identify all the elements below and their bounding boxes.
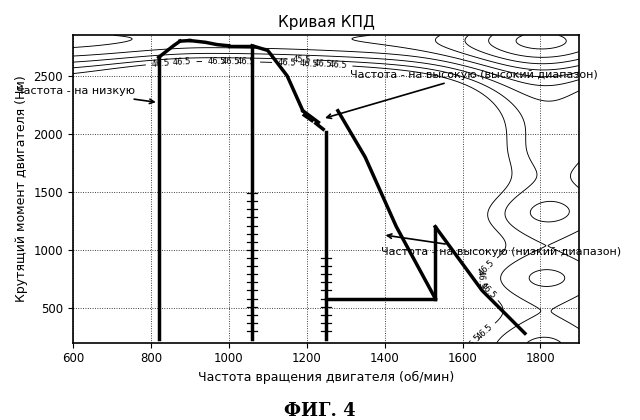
Text: 45.5: 45.5 xyxy=(292,55,312,64)
Text: 46.5: 46.5 xyxy=(221,57,241,66)
Text: 46.5: 46.5 xyxy=(478,281,497,300)
Text: 46.5: 46.5 xyxy=(474,323,494,342)
Text: ФИГ. 4: ФИГ. 4 xyxy=(284,402,356,420)
Title: Кривая КПД: Кривая КПД xyxy=(278,15,374,30)
Text: 46.5: 46.5 xyxy=(236,57,255,66)
Text: 46.5: 46.5 xyxy=(328,60,348,70)
Text: 46.5: 46.5 xyxy=(207,57,226,66)
Text: 46.5: 46.5 xyxy=(476,270,486,289)
Text: 46.5: 46.5 xyxy=(477,258,497,277)
Text: 46.5: 46.5 xyxy=(277,58,296,68)
Text: Частота - на высокую (низкий диапазон): Частота - на высокую (низкий диапазон) xyxy=(381,234,621,257)
Text: 46.5: 46.5 xyxy=(173,57,191,67)
Text: Частота - на высокую (высокий диапазон): Частота - на высокую (высокий диапазон) xyxy=(327,70,597,118)
Text: Частота - на низкую: Частота - на низкую xyxy=(17,86,154,104)
Text: 46.5: 46.5 xyxy=(151,58,170,69)
Text: 46.5: 46.5 xyxy=(300,59,318,69)
Text: 46.5: 46.5 xyxy=(314,60,333,69)
X-axis label: Частота вращения двигателя (об/мин): Частота вращения двигателя (об/мин) xyxy=(198,371,454,384)
Text: 46.5: 46.5 xyxy=(466,333,484,353)
Y-axis label: Крутящий момент двигателя (Нм): Крутящий момент двигателя (Нм) xyxy=(15,76,28,302)
